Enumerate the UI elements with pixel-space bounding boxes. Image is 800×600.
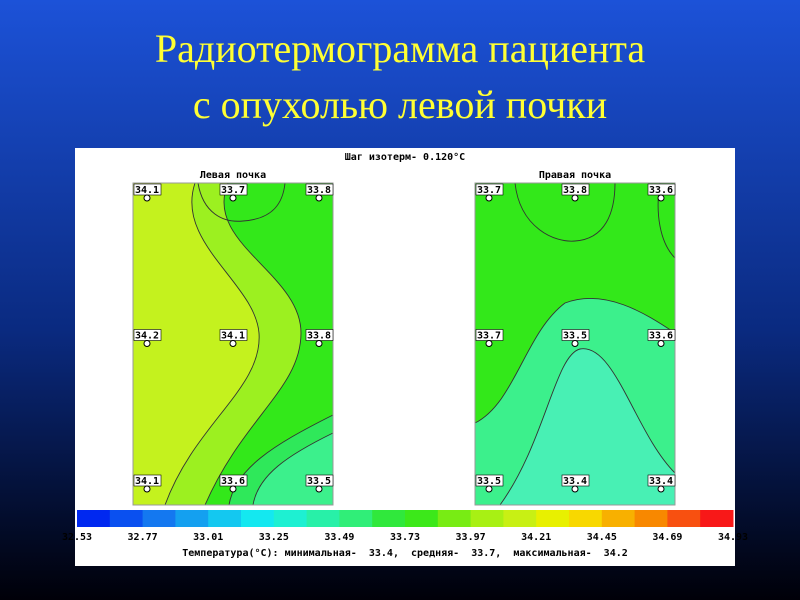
point-marker (485, 485, 493, 493)
scale-label: 33.73 (390, 532, 420, 543)
scale-swatch (536, 510, 570, 527)
scale-swatch (372, 510, 406, 527)
point-marker (657, 485, 665, 493)
point-label: 34.2 (135, 331, 159, 342)
scale-swatch (470, 510, 504, 527)
scale-label: 32.53 (62, 532, 92, 543)
point-marker (657, 194, 665, 202)
scale-swatch (405, 510, 439, 527)
scale-label: 34.69 (652, 532, 682, 543)
scale-swatch (503, 510, 537, 527)
map-label: Правая почка (539, 170, 611, 181)
map-label: Левая почка (200, 170, 266, 181)
slide-title: Радиотермограмма пациента (155, 26, 646, 71)
point-marker (571, 194, 579, 202)
footer: Температура(°C): минимальная- 33.4, сред… (182, 548, 628, 559)
point-label: 33.5 (307, 476, 331, 487)
panel-header: Шаг изотерм- 0.120°C (345, 152, 465, 163)
scale-swatch (634, 510, 668, 527)
point-marker (229, 340, 237, 347)
scale-swatch (667, 510, 701, 527)
scale-label: 33.01 (193, 532, 223, 543)
scale-swatch (437, 510, 472, 527)
point-label: 33.8 (307, 185, 331, 196)
point-label: 33.7 (477, 185, 501, 196)
point-marker (143, 485, 151, 493)
scale-label: 34.45 (587, 532, 617, 543)
scale-label: 33.25 (259, 532, 289, 543)
point-label: 33.8 (307, 331, 331, 342)
point-marker (315, 340, 323, 347)
point-label: 33.6 (649, 185, 673, 196)
point-label: 33.5 (563, 331, 587, 342)
point-marker (143, 194, 151, 202)
color-scale: 32.53 32.77 33.01 33.25 33.49 33.73 33.97 34.21… (62, 510, 748, 543)
point-marker (229, 485, 237, 493)
slide-title: с опухолью левой почки (193, 82, 607, 127)
point-marker (485, 194, 493, 202)
point-label: 33.7 (221, 185, 245, 196)
point-label: 34.1 (135, 185, 159, 196)
point-label: 33.8 (563, 185, 587, 196)
point-marker (315, 194, 323, 202)
point-label: 34.1 (221, 331, 245, 342)
scale-swatch (339, 510, 373, 527)
scale-label: 33.97 (456, 532, 486, 543)
point-marker (315, 485, 323, 493)
point-marker (229, 194, 237, 202)
point-label: 34.1 (135, 476, 159, 487)
scale-swatch (241, 510, 275, 527)
point-marker (657, 340, 665, 347)
point-label: 33.4 (563, 476, 587, 487)
left-map (132, 182, 334, 506)
scale-swatch (208, 510, 242, 527)
point-marker (571, 485, 579, 493)
scale-swatch (569, 510, 603, 527)
point-label: 33.6 (221, 476, 245, 487)
point-marker (143, 340, 151, 347)
scale-label: 34.93 (718, 532, 748, 543)
scale-label: 32.77 (128, 532, 158, 543)
point-label: 33.7 (477, 331, 501, 342)
scale-swatch (142, 510, 176, 527)
scale-label: 34.21 (521, 532, 551, 543)
scale-swatch (109, 510, 144, 527)
scale-swatch (175, 510, 209, 527)
scale-swatch (273, 510, 308, 527)
point-label: 33.6 (649, 331, 673, 342)
scale-swatch (700, 510, 734, 527)
scale-swatch (306, 510, 340, 527)
scale-swatch (601, 510, 636, 527)
point-label: 33.4 (649, 476, 673, 487)
scale-label: 33.49 (324, 532, 354, 543)
scale-swatch (77, 510, 111, 527)
point-marker (571, 340, 579, 347)
point-marker (485, 340, 493, 347)
point-label: 33.5 (477, 476, 501, 487)
